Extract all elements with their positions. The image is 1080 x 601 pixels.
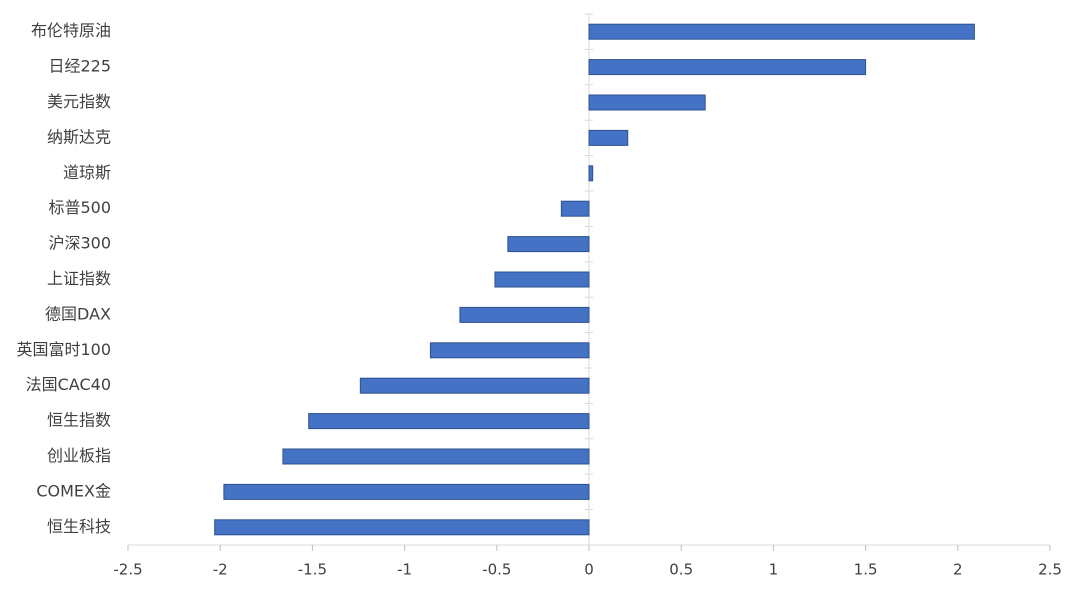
y-tick-label: 上证指数 (47, 269, 111, 288)
bar (359, 377, 590, 394)
x-tick-label: 1 (769, 561, 779, 579)
y-tick-label: 纳斯达克 (47, 127, 111, 146)
y-tick-label: 标普500 (48, 198, 111, 217)
x-tick-label: 2.5 (1038, 561, 1062, 579)
bar (223, 483, 590, 500)
y-tick-label: 恒生指数 (47, 411, 111, 430)
bar (507, 236, 590, 253)
y-tick-label: 英国富时100 (16, 340, 111, 359)
x-tick-label: -2 (213, 561, 228, 579)
y-tick-label: 美元指数 (47, 92, 111, 111)
y-tick-label: 法国CAC40 (26, 375, 111, 394)
bar (429, 342, 590, 359)
bar (459, 306, 590, 323)
bar (214, 519, 590, 536)
y-tick-label: 沪深300 (48, 234, 111, 253)
x-tick-label: 2 (953, 561, 963, 579)
bar (282, 448, 590, 465)
y-tick-label: 布伦特原油 (31, 21, 111, 40)
y-tick-label: 道琼斯 (63, 163, 111, 182)
y-tick-label: 恒生科技 (47, 517, 111, 536)
x-tick-label: 1.5 (854, 561, 878, 579)
x-tick-label: -2.5 (113, 561, 142, 579)
x-tick-label: -1 (397, 561, 412, 579)
bar (588, 59, 867, 76)
x-tick-label: 0 (584, 561, 594, 579)
y-tick-label: COMEX金 (36, 481, 111, 500)
bar (560, 200, 590, 217)
y-tick-label: 日经225 (48, 57, 111, 76)
bar (308, 413, 590, 430)
y-tick-label: 创业板指 (47, 446, 111, 465)
bar (588, 165, 594, 182)
bar (494, 271, 590, 288)
x-tick-label: -0.5 (482, 561, 511, 579)
x-tick-label: 0.5 (669, 561, 693, 579)
bar (588, 94, 706, 111)
bar (588, 23, 975, 40)
x-tick-label: -1.5 (298, 561, 327, 579)
y-tick-label: 德国DAX (45, 304, 111, 323)
bar (588, 129, 629, 146)
